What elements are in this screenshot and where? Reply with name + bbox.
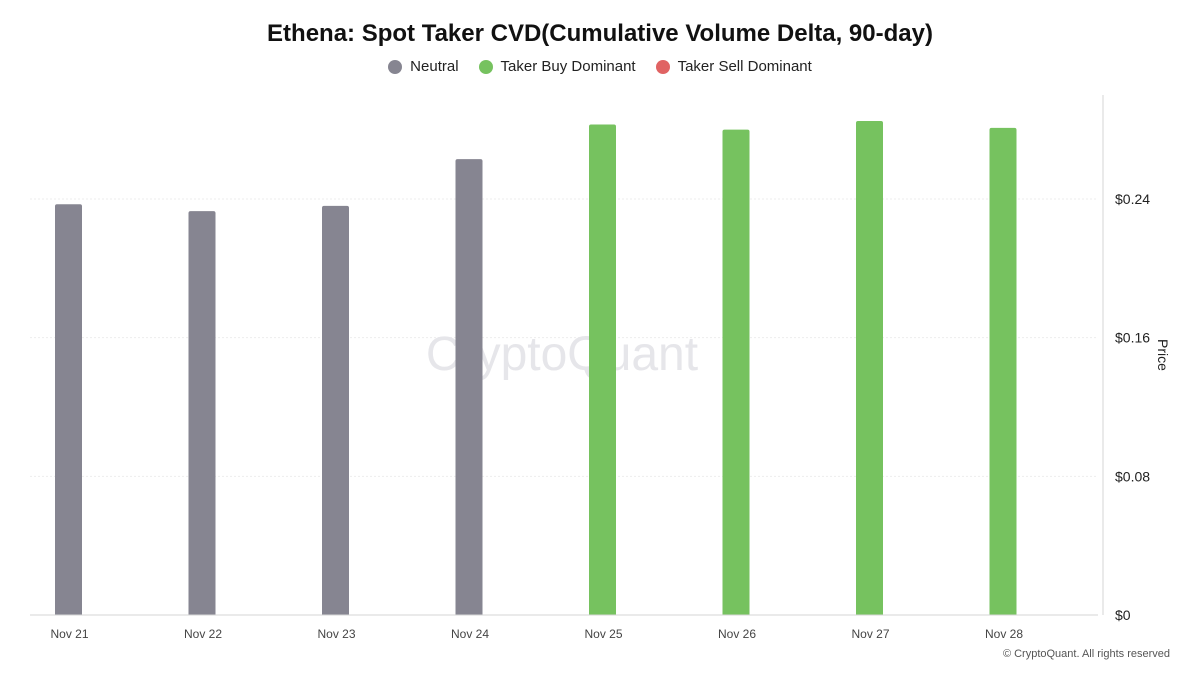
legend-taker-sell-swatch xyxy=(655,59,670,74)
x-tick-label: Nov 25 xyxy=(584,627,622,641)
y-tick-label: $0 xyxy=(1115,607,1131,623)
legend-neutral-swatch xyxy=(388,59,403,74)
y-tick-label: $0.08 xyxy=(1115,468,1150,484)
bars xyxy=(55,121,1017,615)
x-tick-label: Nov 27 xyxy=(851,627,889,641)
x-tick-label: Nov 22 xyxy=(184,627,222,641)
x-tick-label: Nov 26 xyxy=(718,627,756,641)
bar-nov-26[interactable] xyxy=(722,129,750,615)
legend-neutral-label: Neutral xyxy=(410,58,459,75)
bar-nov-22[interactable] xyxy=(188,211,216,615)
legend-taker-buy-swatch xyxy=(478,59,493,74)
y-tick-label: $0.24 xyxy=(1115,191,1150,207)
legend-taker-buy-label: Taker Buy Dominant xyxy=(500,58,636,75)
x-tick-labels: Nov 21 Nov 22 Nov 23 Nov 24 Nov 25 Nov 26 Nov … xyxy=(50,627,1023,641)
bar-nov-23[interactable] xyxy=(322,205,349,615)
legend-item-taker-sell[interactable]: Taker Sell Dominant xyxy=(655,58,812,75)
bar-nov-27[interactable] xyxy=(856,121,883,615)
bar-nov-21[interactable] xyxy=(55,204,82,615)
chart-title: Ethena: Spot Taker CVD(Cumulative Volume… xyxy=(267,20,933,47)
bar-nov-24[interactable] xyxy=(455,159,483,615)
y-axis-label: Price xyxy=(1155,339,1171,371)
y-tick-label: $0.16 xyxy=(1115,330,1150,346)
copyright-notice: © CryptoQuant. All rights reserved xyxy=(1002,648,1170,660)
x-tick-label: Nov 24 xyxy=(451,627,489,641)
bar-nov-28[interactable] xyxy=(989,127,1017,615)
x-tick-label: Nov 23 xyxy=(317,627,355,641)
legend-taker-sell-label: Taker Sell Dominant xyxy=(677,58,812,75)
legend-item-neutral[interactable]: Neutral xyxy=(388,58,459,75)
x-tick-label: Nov 28 xyxy=(985,627,1023,641)
legend-item-taker-buy[interactable]: Taker Buy Dominant xyxy=(478,58,636,75)
y-tick-labels: $0 $0.08 $0.16 $0.24 xyxy=(1115,191,1150,623)
bar-nov-25[interactable] xyxy=(589,124,616,615)
x-tick-label: Nov 21 xyxy=(50,627,88,641)
chart-legend: Neutral Taker Buy Dominant Taker Sell Do… xyxy=(0,58,1200,75)
